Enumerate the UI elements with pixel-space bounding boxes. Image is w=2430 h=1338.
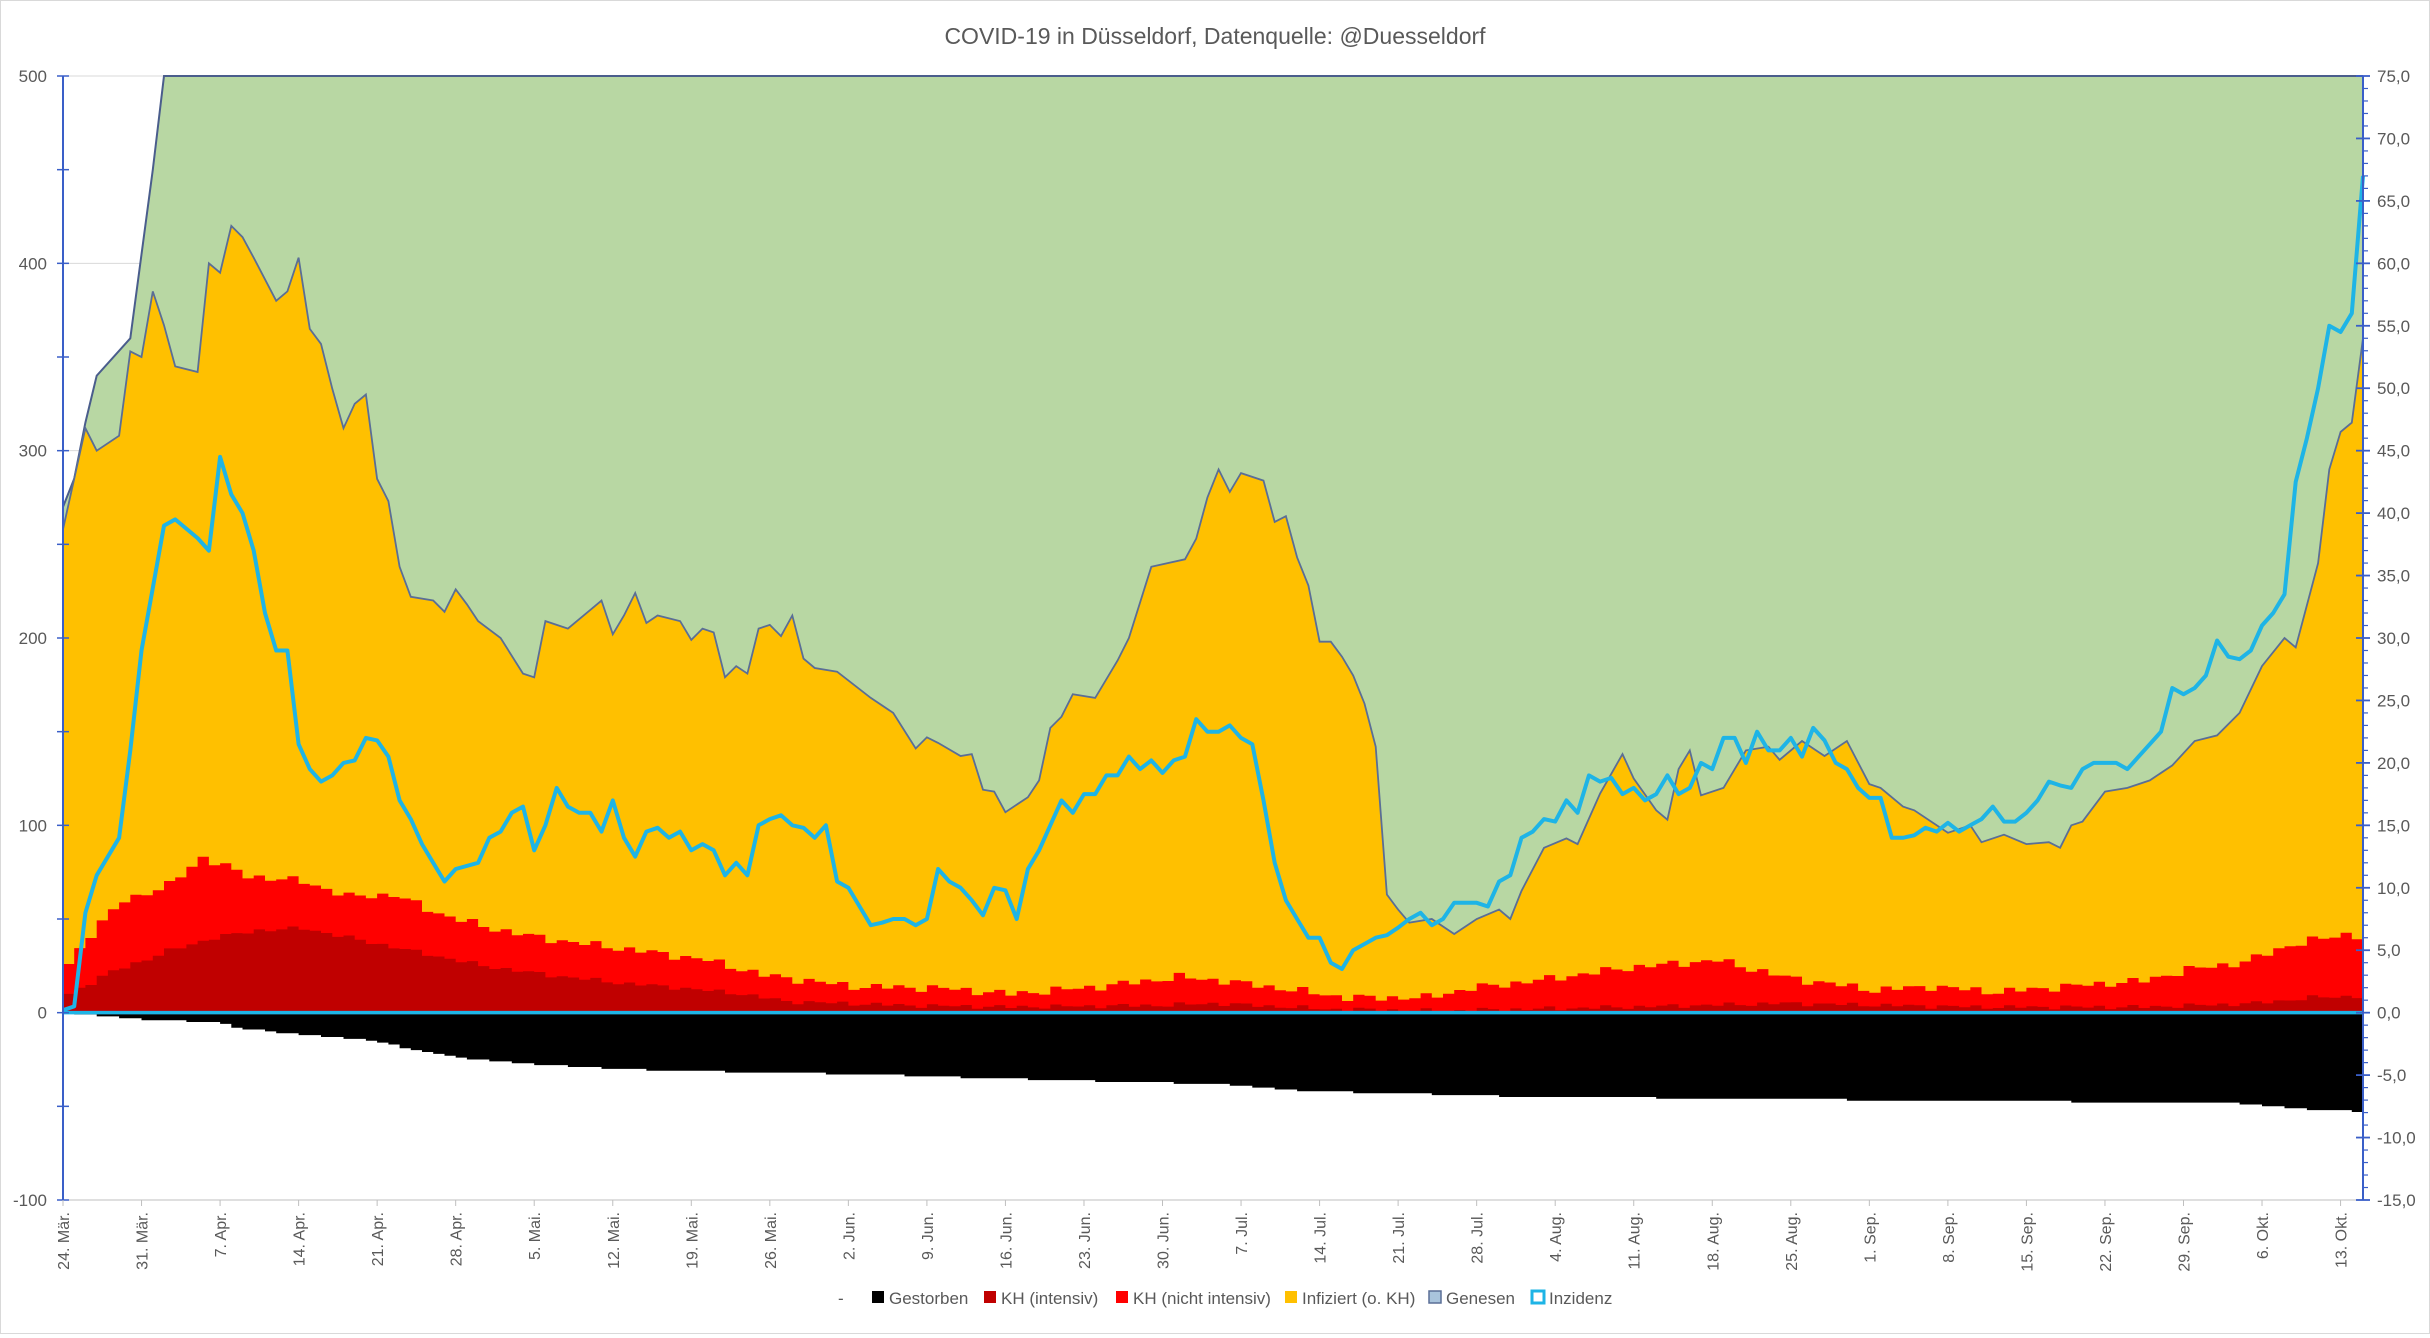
y-left-tick-label: 300: [19, 442, 47, 461]
x-tick-label: 4. Aug.: [1548, 1212, 1565, 1262]
legend-swatch: [872, 1291, 884, 1303]
x-tick-label: 15. Sep.: [2019, 1212, 2036, 1272]
x-tick-label: 22. Sep.: [2098, 1212, 2115, 1272]
legend-label: -: [838, 1289, 844, 1308]
x-tick-label: 8. Sep.: [1941, 1212, 1958, 1263]
legend-swatch: [1285, 1291, 1297, 1303]
legend-swatch: [1428, 1290, 1442, 1304]
series-kh-nicht-intensiv-area: [63, 856, 2363, 1013]
x-tick-label: 14. Apr.: [292, 1212, 309, 1266]
y-left-tick-label: 0: [38, 1004, 47, 1023]
y-right-tick-label: -15,0: [2377, 1191, 2416, 1210]
y-left-tick-label: 400: [19, 254, 47, 273]
x-tick-label: 11. Aug.: [1627, 1212, 1644, 1270]
y-right-tick-label: 30,0: [2377, 629, 2410, 648]
x-tick-label: 18. Aug.: [1705, 1212, 1722, 1271]
x-tick-label: 9. Jun.: [920, 1212, 937, 1260]
x-tick-label: 21. Jul.: [1391, 1212, 1408, 1264]
y-right-tick-label: -5,0: [2377, 1066, 2406, 1085]
y-right-tick-label: 70,0: [2377, 129, 2410, 148]
x-tick-label: 12. Mai.: [606, 1212, 623, 1269]
x-tick-label: 7. Jul.: [1234, 1212, 1251, 1255]
y-left-tick-label: -100: [13, 1191, 47, 1210]
y-right-tick-label: 55,0: [2377, 317, 2410, 336]
y-right-tick-label: 60,0: [2377, 254, 2410, 273]
legend-label: Infiziert (o. KH): [1302, 1289, 1415, 1308]
x-tick-label: 1. Sep.: [1862, 1212, 1879, 1263]
y-left-tick-label: 500: [19, 67, 47, 86]
y-right-tick-label: 5,0: [2377, 941, 2401, 960]
x-tick-label: 5. Mai.: [527, 1212, 544, 1260]
x-tick-label: 26. Mai.: [763, 1212, 780, 1269]
y-right-tick-label: -10,0: [2377, 1129, 2416, 1148]
x-tick-label: 24. Mär.: [56, 1212, 73, 1270]
legend-label: Inzidenz: [1549, 1289, 1612, 1308]
axes: -100 0 100 200 300 400 500 -15,0 -10,0 -5,0 0,0 5,0…: [13, 67, 2416, 1272]
x-tick-label: 16. Jun.: [998, 1212, 1015, 1269]
y-right-tick-label: 35,0: [2377, 567, 2410, 586]
x-tick-label: 23. Jun.: [1077, 1212, 1094, 1269]
x-tick-label: 31. Mär.: [135, 1212, 152, 1270]
legend-label: KH (intensiv): [1001, 1289, 1098, 1308]
y-right-tick-label: 75,0: [2377, 67, 2410, 86]
legend-swatch: [1530, 1289, 1546, 1305]
y-right-tick-label: 20,0: [2377, 754, 2410, 773]
legend-swatch: [984, 1291, 996, 1303]
x-tick-label: 14. Jul.: [1313, 1212, 1330, 1264]
legend-label: KH (nicht intensiv): [1133, 1289, 1271, 1308]
x-tick-label: 29. Sep.: [2176, 1212, 2193, 1272]
y-left-tick-label: 200: [19, 629, 47, 648]
legend-swatch: [1116, 1291, 1128, 1303]
y-right-tick-label: 10,0: [2377, 879, 2410, 898]
legend-label: Gestorben: [889, 1289, 968, 1308]
y-right-tick-label: 40,0: [2377, 504, 2410, 523]
y-right-tick-label: 50,0: [2377, 379, 2410, 398]
legend-label: Genesen: [1446, 1289, 1515, 1308]
area-series: [62, 75, 2364, 1112]
y-right-tick-label: 15,0: [2377, 816, 2410, 835]
chart-title: COVID-19 in Düsseldorf, Datenquelle: @Du…: [944, 23, 1486, 49]
x-tick-label: 30. Jun.: [1156, 1212, 1173, 1269]
series-kh-intensiv-area: [63, 926, 2363, 1013]
y-right-tick-label: 0,0: [2377, 1004, 2401, 1023]
inzidenz-series: [62, 175, 2365, 1013]
x-tick-label: 19. Mai.: [684, 1212, 701, 1269]
x-tick-label: 28. Apr.: [449, 1212, 466, 1266]
x-tick-label: 25. Aug.: [1784, 1212, 1801, 1271]
series-inzidenz-line: [62, 175, 2365, 1013]
y-right-tick-label: 65,0: [2377, 192, 2410, 211]
series-gestorben-area: [63, 1012, 2363, 1112]
x-tick-label: 28. Jul.: [1470, 1212, 1487, 1264]
y-right-tick-label: 25,0: [2377, 691, 2410, 710]
x-tick-label: 6. Okt.: [2255, 1212, 2272, 1259]
y-left-tick-label: 100: [19, 816, 47, 835]
x-tick-label: 13. Okt.: [2334, 1212, 2351, 1268]
x-tick-label: 7. Apr.: [213, 1212, 230, 1257]
x-tick-label: 21. Apr.: [370, 1212, 387, 1266]
series-infiziert-area: [63, 225, 2363, 1013]
series-infiziert-edge: [62, 224, 2364, 936]
x-tick-label: 2. Jun.: [841, 1212, 858, 1260]
y-right-tick-label: 45,0: [2377, 442, 2410, 461]
legend: - Gestorben KH (intensiv) KH (nicht intensi…: [838, 1289, 1612, 1308]
